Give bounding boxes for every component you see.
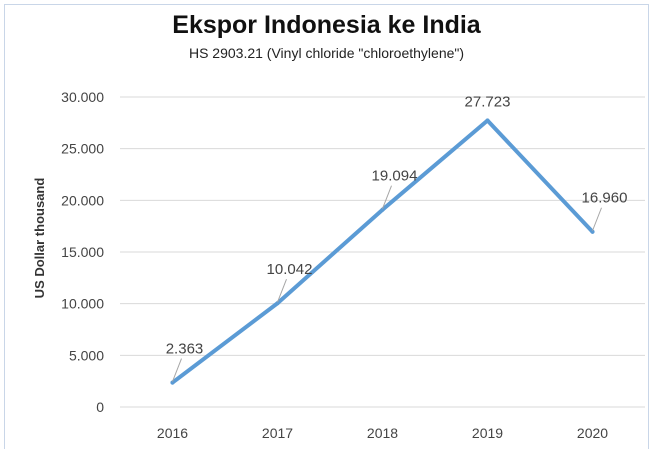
y-axis-label: US Dollar thousand bbox=[32, 178, 47, 299]
y-tick-label: 5.000 bbox=[69, 347, 104, 363]
label-leader bbox=[382, 185, 392, 209]
label-leader bbox=[592, 207, 602, 231]
x-tick-label: 2020 bbox=[577, 425, 608, 441]
x-tick-label: 2016 bbox=[157, 425, 188, 441]
data-labels: 2.363 10.042 19.094 27.723 16.960 bbox=[166, 94, 628, 358]
y-tick-label: 20.000 bbox=[61, 192, 104, 208]
x-tick-label: 2019 bbox=[472, 425, 503, 441]
y-tick-label: 10.000 bbox=[61, 296, 104, 312]
x-tick-label: 2017 bbox=[262, 425, 293, 441]
label-leader bbox=[277, 279, 287, 303]
data-label: 16.960 bbox=[582, 190, 628, 207]
y-tick-label: 30.000 bbox=[61, 89, 104, 105]
data-label: 10.042 bbox=[267, 261, 313, 278]
data-point bbox=[485, 118, 490, 123]
chart-frame: Ekspor Indonesia ke India HS 2903.21 (Vi… bbox=[4, 4, 649, 449]
chart-subtitle: HS 2903.21 (Vinyl chloride "chloroethyle… bbox=[188, 45, 465, 61]
y-tick-label: 15.000 bbox=[61, 244, 104, 260]
data-point bbox=[275, 301, 280, 306]
data-point bbox=[170, 380, 175, 385]
x-axis-ticks: 2016 2017 2018 2019 2020 bbox=[157, 425, 608, 441]
label-leaders bbox=[172, 185, 602, 382]
x-tick-label: 2018 bbox=[367, 425, 398, 441]
y-tick-label: 0 bbox=[96, 399, 104, 415]
data-point bbox=[380, 207, 385, 212]
data-point bbox=[590, 229, 595, 234]
data-label: 2.363 bbox=[166, 341, 204, 358]
y-axis-ticks: 0 5.000 10.000 15.000 20.000 25.000 30.000 bbox=[61, 89, 104, 415]
label-leader bbox=[172, 358, 182, 382]
data-label: 27.723 bbox=[465, 94, 511, 111]
data-label: 19.094 bbox=[372, 168, 418, 185]
y-tick-label: 25.000 bbox=[61, 141, 104, 157]
chart-title: Ekspor Indonesia ke India bbox=[172, 11, 481, 39]
series-layer bbox=[170, 118, 595, 385]
